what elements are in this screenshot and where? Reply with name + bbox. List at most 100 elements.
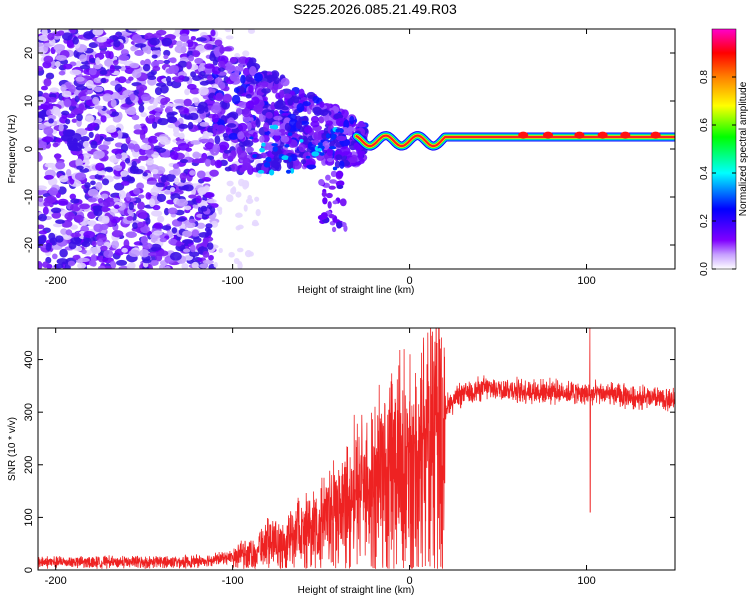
heatmap-cell (43, 43, 49, 52)
heatmap-cell (45, 195, 57, 203)
heatmap-cell (48, 187, 59, 196)
heatmap-cell (168, 238, 178, 245)
heatmap-cell (114, 83, 123, 93)
heatmap-cell (304, 126, 313, 134)
heatmap-cell (156, 193, 167, 203)
heatmap-cell (69, 69, 82, 76)
heatmap-cell (313, 130, 322, 141)
heatmap-cell (186, 61, 192, 70)
heatmap-cell (131, 114, 140, 121)
heatmap-cell (225, 35, 234, 40)
colorbar: 0.0 0.2 0.4 0.6 0.8 Normalized spectral ampl… (699, 28, 749, 276)
snr-y-ticks: 0 100 200 300 400 (23, 350, 675, 573)
heatmap-cell (252, 154, 258, 159)
x-tick-label: -100 (222, 275, 244, 287)
heatmap-cell (55, 219, 65, 224)
heatmap-cell (302, 100, 311, 107)
heatmap-cell (204, 142, 214, 150)
heatmap-cell (231, 186, 237, 194)
heatmap-cell (189, 170, 196, 176)
heatmap-cell (84, 115, 95, 123)
heatmap-cell (130, 45, 137, 52)
heatmap-cell (259, 147, 266, 153)
heatmap-cell (176, 198, 188, 207)
heatmap-cell (134, 49, 144, 56)
heatmap-cell (210, 105, 222, 114)
heatmap-cell (92, 29, 104, 36)
heatmap-cell (84, 182, 91, 189)
heatmap-cell (344, 151, 353, 157)
heatmap-cell (152, 65, 161, 72)
heatmap-cell (120, 49, 129, 56)
heatmap-cell (219, 81, 226, 90)
heatmap-cell (149, 259, 159, 266)
carrier-peak (574, 131, 585, 139)
heatmap-cell (98, 144, 109, 151)
heatmap-cell (153, 222, 164, 229)
heatmap-cell (127, 110, 137, 115)
heatmap-cell (154, 107, 164, 112)
heatmap-cell (101, 178, 110, 186)
heatmap-cell (65, 118, 71, 125)
heatmap-cell (140, 112, 148, 118)
heatmap-cell (198, 101, 208, 110)
heatmap-cell (134, 124, 142, 130)
heatmap-cell (176, 217, 187, 222)
heatmap-cell (259, 135, 265, 143)
heatmap-cell (196, 108, 205, 114)
carrier-peak (518, 131, 529, 139)
heatmap-cell (204, 192, 215, 199)
snr-series-line (38, 328, 675, 570)
heatmap-cell (48, 103, 54, 110)
heatmap-cell (321, 191, 327, 197)
heatmap-cell (165, 76, 172, 83)
heatmap-cell (83, 230, 96, 238)
heatmap-cell (230, 163, 239, 172)
snr-frame (37, 327, 676, 571)
heatmap-cell (38, 234, 47, 244)
heatmap-cell (183, 248, 191, 253)
heatmap-cell (84, 127, 95, 132)
heatmap-cell (226, 123, 237, 128)
heatmap-cell (110, 131, 119, 138)
heatmap-cell (169, 57, 177, 64)
heatmap-cell (117, 54, 130, 61)
heatmap-cell (83, 146, 92, 152)
heatmap-cell (163, 54, 169, 60)
heatmap-cell (129, 62, 140, 69)
heatmap-cell (88, 42, 99, 49)
heatmap-cell (260, 152, 268, 159)
heatmap-cell (214, 135, 221, 145)
heatmap-cell (94, 105, 104, 110)
heatmap-cell (136, 221, 145, 228)
heatmap-cell (331, 226, 337, 233)
heatmap-cell (151, 54, 158, 59)
heatmap-cell (200, 205, 208, 212)
heatmap-cell (320, 212, 328, 220)
heatmap-cell (246, 121, 252, 131)
heatmap-cell (300, 159, 307, 165)
heatmap-cell (281, 106, 289, 111)
heatmap-cell (252, 131, 258, 141)
heatmap-cell (163, 59, 171, 65)
heatmap-cell (335, 154, 343, 161)
spectrogram-y-ticks: -20 -10 0 10 20 (23, 47, 675, 253)
heatmap-cell (70, 232, 82, 238)
heatmap-cell (287, 132, 293, 137)
heatmap-cell (172, 167, 181, 176)
x-tick-label: 100 (577, 275, 595, 287)
heatmap-cell (245, 74, 253, 83)
heatmap-cell (237, 224, 244, 230)
heatmap-cell (42, 206, 49, 215)
heatmap-cell (322, 197, 328, 205)
heatmap-cell (133, 187, 141, 195)
heatmap-cell (187, 83, 197, 90)
heatmap-cell (192, 153, 204, 158)
heatmap-cell (140, 94, 152, 102)
heatmap-cell (154, 86, 163, 96)
heatmap-cell (134, 38, 147, 44)
heatmap-cell (237, 122, 248, 132)
y-tick-label: 0 (23, 146, 35, 152)
heatmap-cell (251, 96, 260, 105)
